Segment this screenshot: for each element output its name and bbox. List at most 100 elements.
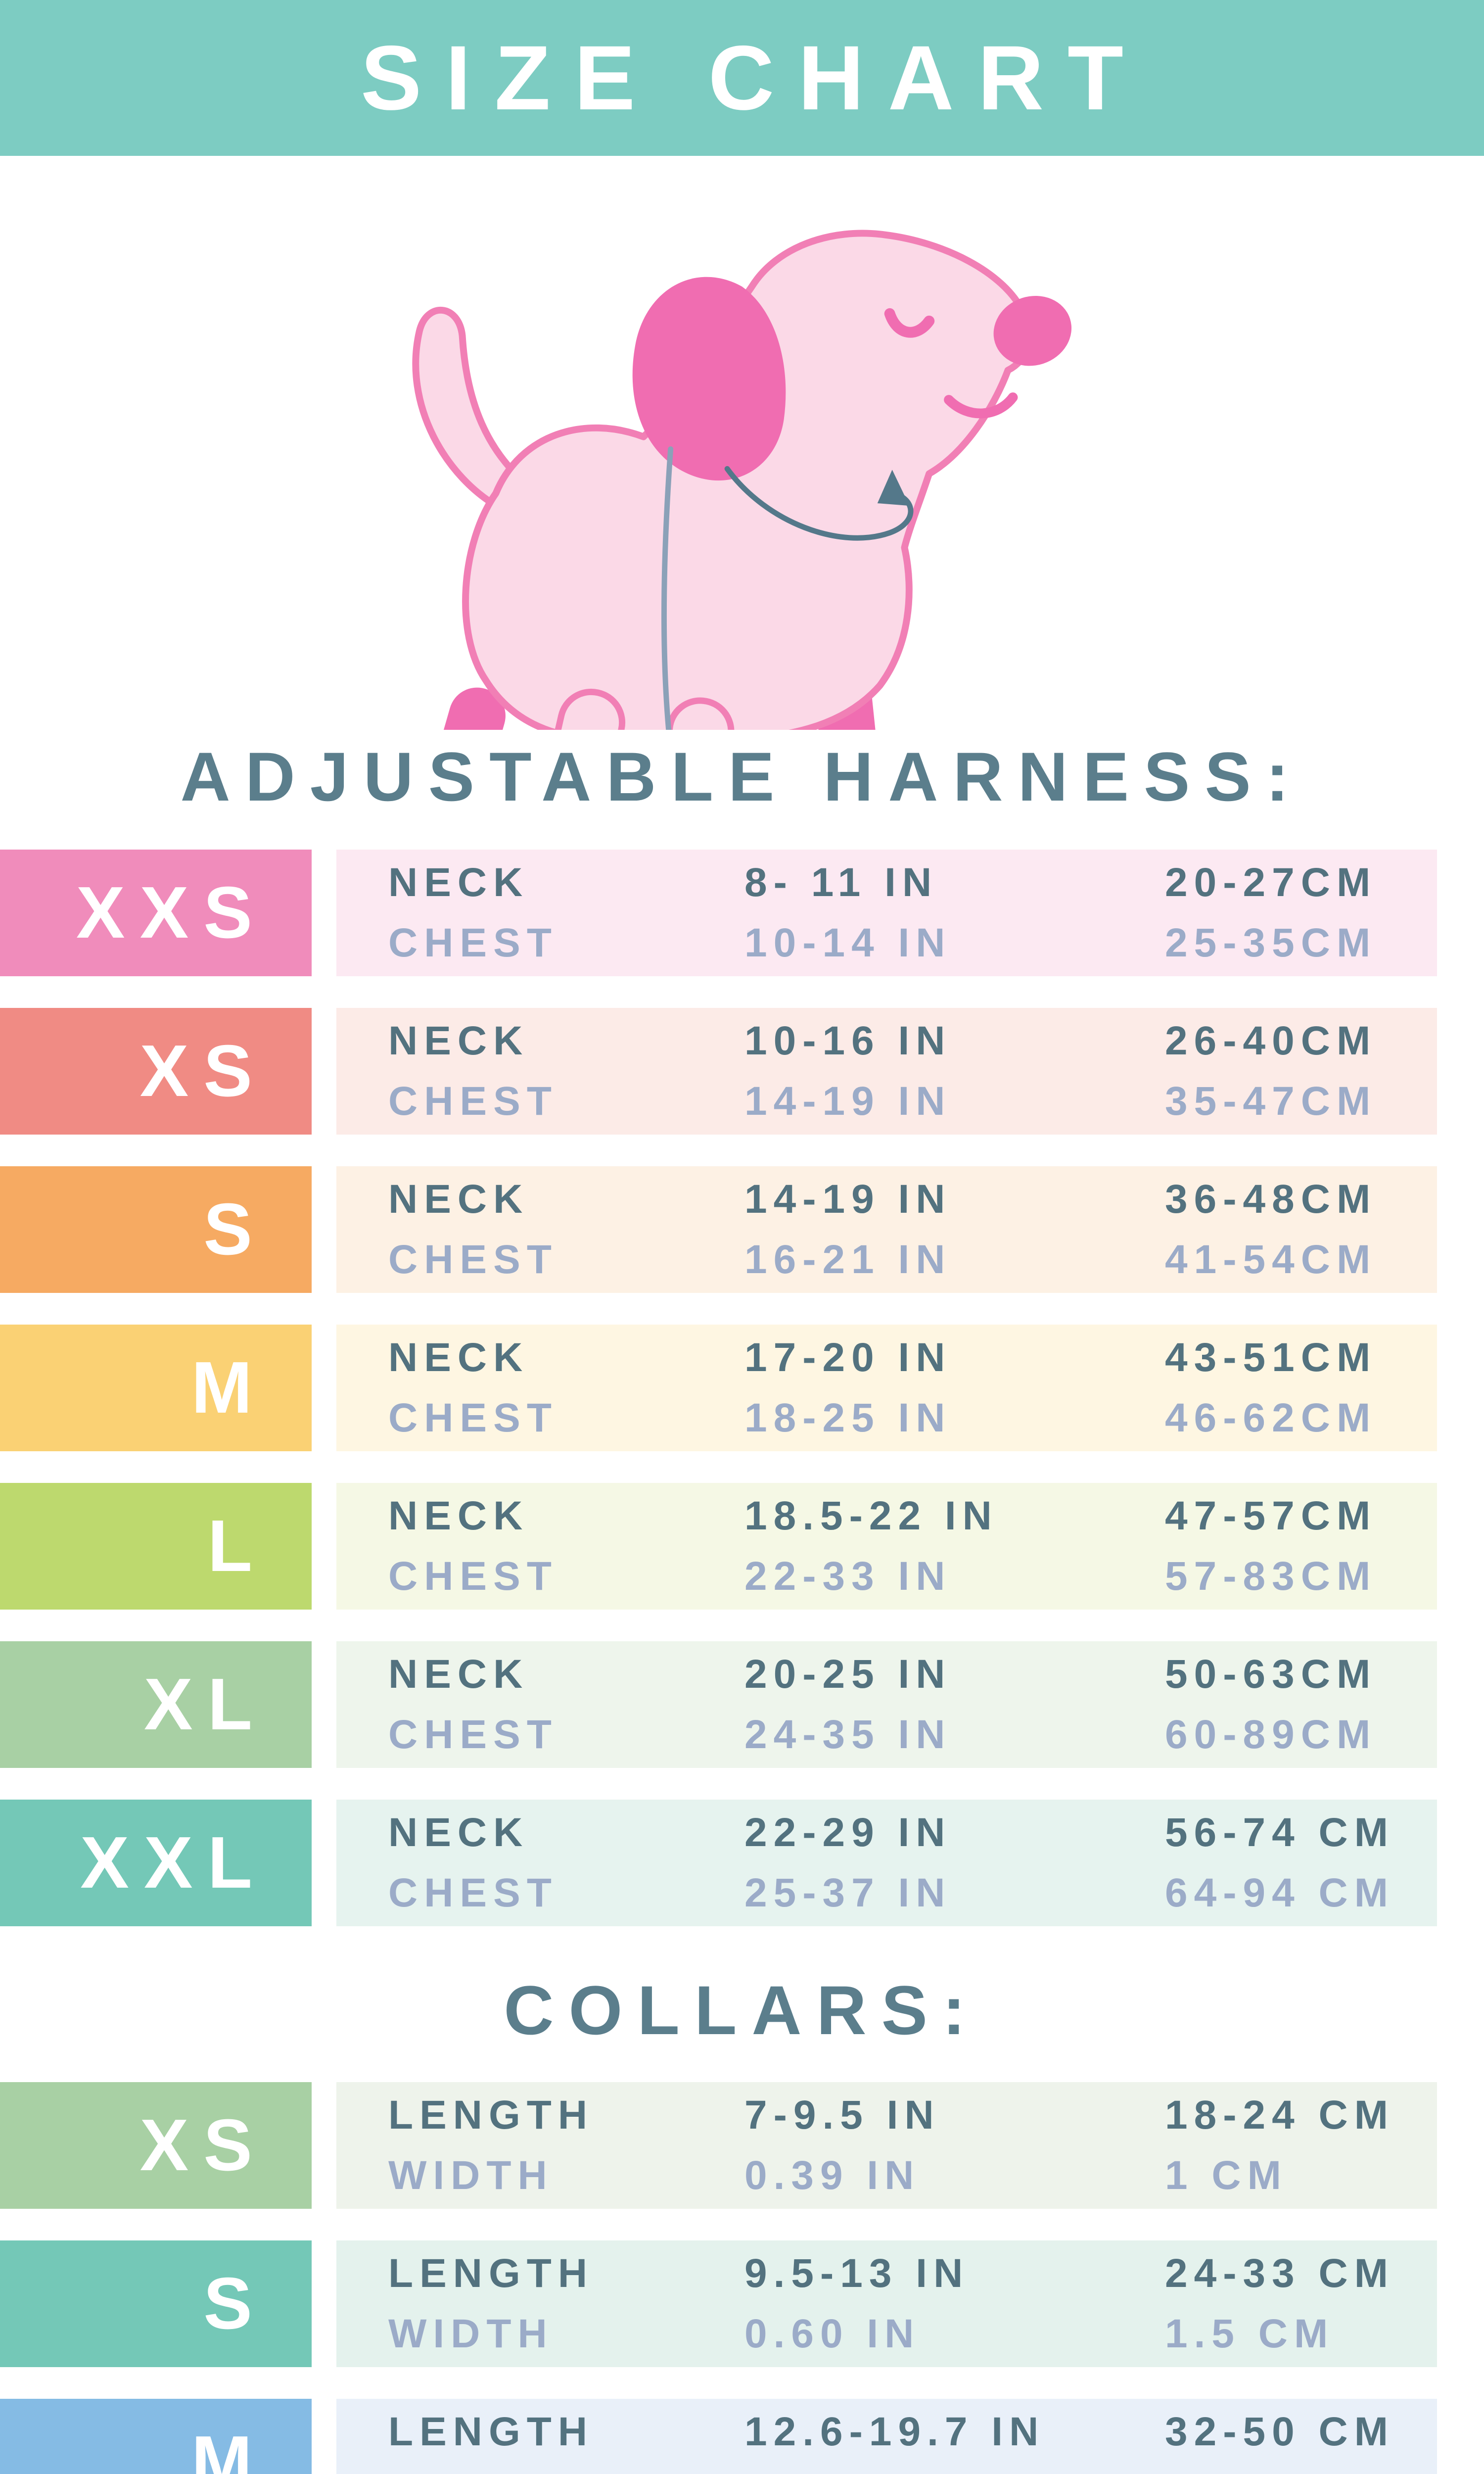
chest-cm: 41-54CM xyxy=(1165,1237,1377,1282)
size-badge: XL xyxy=(0,1641,312,1768)
chest-inches: 22-33 IN xyxy=(744,1554,952,1599)
width-cm: 2 CM xyxy=(1165,2469,1437,2474)
neck-cm: 47-57CM xyxy=(1165,1493,1377,1538)
chest-inches: 10-14 IN xyxy=(744,920,952,965)
collar-row-values: LENGTH 7-9.5 IN 18-24 CM WIDTH 0.39 IN 1… xyxy=(336,2082,1437,2209)
neck-inches: 18.5-22 IN xyxy=(744,1493,998,1538)
chest-measure-line xyxy=(661,446,674,730)
collar-row-values: LENGTH 12.6-19.7 IN 32-50 CM WIDTH 0.78 … xyxy=(336,2399,1437,2474)
collar-row-xs: XS LENGTH 7-9.5 IN 18-24 CM WIDTH 0.39 I… xyxy=(0,2082,1484,2209)
size-badge: M xyxy=(0,2399,312,2474)
size-badge: L xyxy=(0,1483,312,1610)
size-badge: XS xyxy=(0,2082,312,2209)
neck-cm: 20-27CM xyxy=(1165,860,1377,905)
length-label: LENGTH xyxy=(388,2409,594,2454)
neck-cm: 56-74 CM xyxy=(1165,1810,1395,1855)
chest-inches: 16-21 IN xyxy=(744,1237,952,1282)
neck-label: NECK xyxy=(388,1018,529,1063)
chest-label: CHEST xyxy=(388,1554,558,1599)
harness-row-values: NECK 18.5-22 IN 47-57CM CHEST 22-33 IN 5… xyxy=(336,1483,1437,1610)
harness-table: XXS NECK 8- 11 IN 20-27CM CHEST 10-14 IN… xyxy=(0,850,1484,1926)
neck-measure-line xyxy=(724,466,914,541)
width-cm: 1 CM xyxy=(1165,2153,1288,2198)
dog-illustration xyxy=(412,230,1072,730)
chest-label: CHEST xyxy=(388,1395,558,1440)
dog-nose xyxy=(993,295,1072,366)
chest-inches: 18-25 IN xyxy=(744,1395,952,1440)
neck-inches: 10-16 IN xyxy=(744,1018,952,1063)
chest-inches: 24-35 IN xyxy=(744,1712,952,1757)
size-badge: XXS xyxy=(0,850,312,976)
chest-cm: 35-47CM xyxy=(1165,1079,1377,1124)
harness-row-xs: XS NECK 10-16 IN 26-40CM CHEST 14-19 IN … xyxy=(0,1008,1484,1135)
size-badge: S xyxy=(0,1166,312,1293)
chest-label: CHEST xyxy=(388,1237,558,1282)
harness-row-values: NECK 10-16 IN 26-40CM CHEST 14-19 IN 35-… xyxy=(336,1008,1437,1135)
neck-inches: 17-20 IN xyxy=(744,1335,952,1380)
chest-cm: 46-62CM xyxy=(1165,1395,1377,1440)
chest-cm: 60-89CM xyxy=(1165,1712,1377,1757)
neck-label: NECK xyxy=(388,1652,529,1697)
chest-label: CHEST xyxy=(388,920,558,965)
width-cm: 1.5 CM xyxy=(1165,2311,1335,2356)
neck-cm: 36-48CM xyxy=(1165,1177,1377,1222)
chest-label: CHEST xyxy=(388,1079,558,1124)
dog-hind-leg xyxy=(419,687,506,730)
width-label: WIDTH xyxy=(388,2311,554,2356)
harness-row-xl: XL NECK 20-25 IN 50-63CM CHEST 24-35 IN … xyxy=(0,1641,1484,1768)
page-title: SIZE CHART xyxy=(361,27,1147,129)
width-label: WIDTH xyxy=(388,2469,744,2474)
dog-smile xyxy=(944,392,1018,419)
width-inches: 0.60 IN xyxy=(744,2311,921,2356)
length-inches: 7-9.5 IN xyxy=(744,2093,940,2138)
harness-row-values: NECK 14-19 IN 36-48CM CHEST 16-21 IN 41-… xyxy=(336,1166,1437,1293)
collar-row-s: S LENGTH 9.5-13 IN 24-33 CM WIDTH 0.60 I… xyxy=(0,2240,1484,2367)
size-badge: XS xyxy=(0,1008,312,1135)
neck-cm: 26-40CM xyxy=(1165,1018,1377,1063)
harness-row-values: NECK 20-25 IN 50-63CM CHEST 24-35 IN 60-… xyxy=(336,1641,1437,1768)
neck-cm: 43-51CM xyxy=(1165,1335,1377,1380)
header-band: SIZE CHART xyxy=(0,0,1484,156)
chest-cm: 64-94 CM xyxy=(1165,1870,1395,1915)
dog-near-hind-leg xyxy=(531,688,626,730)
harness-row-xxs: XXS NECK 8- 11 IN 20-27CM CHEST 10-14 IN… xyxy=(0,850,1484,976)
neck-label: NECK xyxy=(388,1335,529,1380)
neck-inches: 14-19 IN xyxy=(744,1177,952,1222)
chest-label: CHEST xyxy=(388,1870,558,1915)
neck-label: NECK xyxy=(388,1493,529,1538)
dog-near-front-leg xyxy=(653,697,735,730)
size-badge: XXL xyxy=(0,1800,312,1926)
chest-cm: 25-35CM xyxy=(1165,920,1377,965)
chest-cm: 57-83CM xyxy=(1165,1554,1377,1599)
length-inches: 12.6-19.7 IN xyxy=(744,2409,1045,2454)
length-cm: 24-33 CM xyxy=(1165,2251,1395,2296)
length-label: LENGTH xyxy=(388,2093,594,2138)
collars-heading: COLLARS: xyxy=(504,1971,980,2049)
harness-row-m: M NECK 17-20 IN 43-51CM CHEST 18-25 IN 4… xyxy=(0,1325,1484,1451)
harness-row-l: L NECK 18.5-22 IN 47-57CM CHEST 22-33 IN… xyxy=(0,1483,1484,1610)
neck-cm: 50-63CM xyxy=(1165,1652,1377,1697)
width-label: WIDTH xyxy=(388,2153,554,2198)
dog-eye xyxy=(884,308,935,338)
harness-row-s: S NECK 14-19 IN 36-48CM CHEST 16-21 IN 4… xyxy=(0,1166,1484,1293)
chest-label: CHEST xyxy=(388,1712,558,1757)
harness-row-xxl: XXL NECK 22-29 IN 56-74 CM CHEST 25-37 I… xyxy=(0,1800,1484,1926)
length-label: LENGTH xyxy=(388,2251,594,2296)
width-inches: 0.78 IN xyxy=(744,2469,1165,2474)
dog-tail xyxy=(412,307,539,512)
chest-inches: 25-37 IN xyxy=(744,1870,952,1915)
size-badge: M xyxy=(0,1325,312,1451)
neck-inches: 8- 11 IN xyxy=(744,860,938,905)
chest-inches: 14-19 IN xyxy=(744,1079,952,1124)
length-cm: 32-50 CM xyxy=(1165,2409,1395,2454)
neck-label: NECK xyxy=(388,860,529,905)
collar-row-values: LENGTH 9.5-13 IN 24-33 CM WIDTH 0.60 IN … xyxy=(336,2240,1437,2367)
width-inches: 0.39 IN xyxy=(744,2153,921,2198)
neck-measure-arrow xyxy=(877,470,910,506)
neck-inches: 20-25 IN xyxy=(744,1652,952,1697)
harness-row-values: NECK 22-29 IN 56-74 CM CHEST 25-37 IN 64… xyxy=(336,1800,1437,1926)
length-inches: 9.5-13 IN xyxy=(744,2251,970,2296)
harness-row-values: NECK 17-20 IN 43-51CM CHEST 18-25 IN 46-… xyxy=(336,1325,1437,1451)
size-badge: S xyxy=(0,2240,312,2367)
length-cm: 18-24 CM xyxy=(1165,2093,1395,2138)
